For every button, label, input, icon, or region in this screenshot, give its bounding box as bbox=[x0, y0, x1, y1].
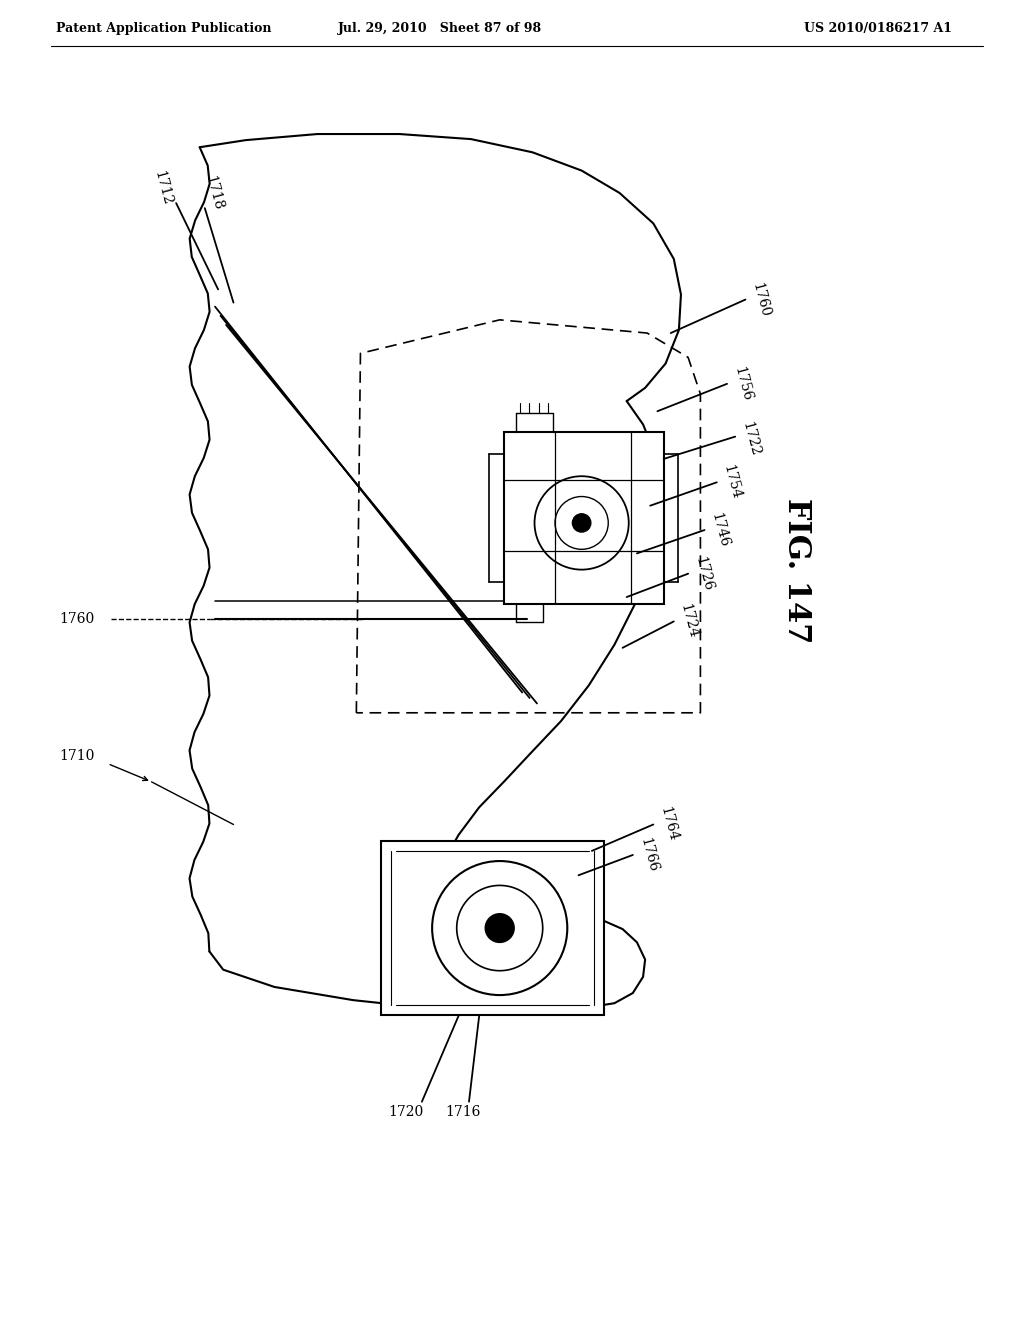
Text: 1710: 1710 bbox=[59, 750, 95, 763]
FancyBboxPatch shape bbox=[504, 432, 664, 605]
Text: FIG. 147: FIG. 147 bbox=[781, 498, 812, 643]
Text: 1712: 1712 bbox=[152, 169, 174, 207]
Text: 1764: 1764 bbox=[657, 805, 680, 843]
Text: 1724: 1724 bbox=[678, 602, 700, 640]
Text: 1746: 1746 bbox=[709, 511, 731, 549]
Text: 1720: 1720 bbox=[388, 1105, 423, 1119]
Text: 1716: 1716 bbox=[445, 1105, 480, 1119]
FancyBboxPatch shape bbox=[381, 841, 604, 1015]
Circle shape bbox=[485, 913, 514, 942]
Circle shape bbox=[572, 513, 591, 532]
Text: 1726: 1726 bbox=[692, 554, 715, 593]
Text: Patent Application Publication: Patent Application Publication bbox=[56, 22, 271, 34]
Text: 1756: 1756 bbox=[731, 364, 754, 403]
Text: 1760: 1760 bbox=[750, 281, 772, 318]
Text: US 2010/0186217 A1: US 2010/0186217 A1 bbox=[804, 22, 952, 34]
Text: 1722: 1722 bbox=[739, 420, 762, 458]
Text: 1760: 1760 bbox=[59, 612, 94, 627]
Text: 1754: 1754 bbox=[721, 463, 743, 502]
Text: 1718: 1718 bbox=[203, 174, 225, 211]
Text: Jul. 29, 2010   Sheet 87 of 98: Jul. 29, 2010 Sheet 87 of 98 bbox=[338, 22, 543, 34]
Text: 1766: 1766 bbox=[637, 836, 659, 874]
